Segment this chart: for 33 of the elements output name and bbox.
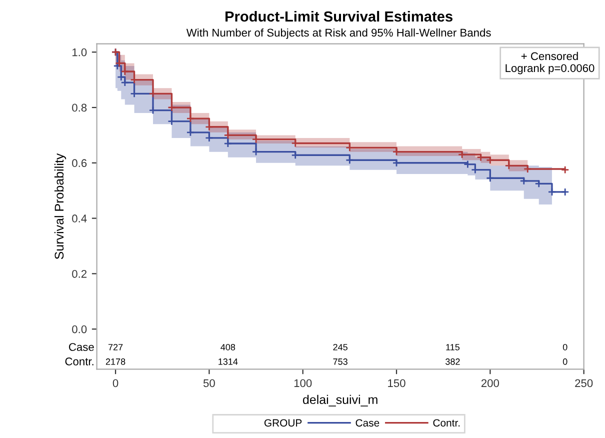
annotation: 0 (562, 358, 568, 365)
x-tick-label: 150 (388, 379, 406, 388)
y-tick-label: 0.4 (72, 214, 87, 222)
x-tick-label: 50 (203, 379, 215, 388)
y-tick-label: 0.6 (72, 159, 87, 168)
y-tick-label: 0.8 (72, 104, 87, 112)
y-tick-label: 0.0 (72, 325, 87, 334)
chart-subtitle: With Number of Subjects at Risk and 95% Hall-Wellner Bands (186, 28, 491, 39)
x-tick-label: 250 (575, 379, 593, 388)
legend-label: Case (356, 419, 380, 427)
annotation: 2178 (106, 358, 126, 365)
text: Contr. (65, 358, 94, 366)
annotation: 115 (446, 344, 460, 350)
annotation: + Censored (521, 52, 578, 60)
chart-title: Product-Limit Survival Estimates (226, 10, 452, 22)
x-axis-title: delai_suivi_m (302, 394, 378, 406)
annotation: 382 (446, 358, 460, 365)
annotation: 408 (220, 344, 236, 350)
legend-title: GROUP (264, 419, 302, 427)
legend-label: Contr. (433, 419, 460, 427)
annotation: 0 (562, 344, 568, 350)
text: Case (68, 343, 94, 351)
y-tick-label: 0.2 (72, 270, 87, 278)
x-tick-label: 0 (112, 379, 118, 388)
annotation: 245 (333, 344, 348, 350)
annotation: 1314 (218, 358, 238, 365)
annotation: 727 (108, 344, 123, 350)
annotation: 753 (333, 358, 348, 365)
y-tick-label: 1.0 (72, 48, 87, 56)
annotation: Logrank p=0.0060 (506, 64, 594, 74)
y-axis-title: Survival Probability (54, 153, 66, 260)
x-tick-label: 100 (294, 379, 312, 388)
x-tick-label: 200 (481, 379, 499, 388)
